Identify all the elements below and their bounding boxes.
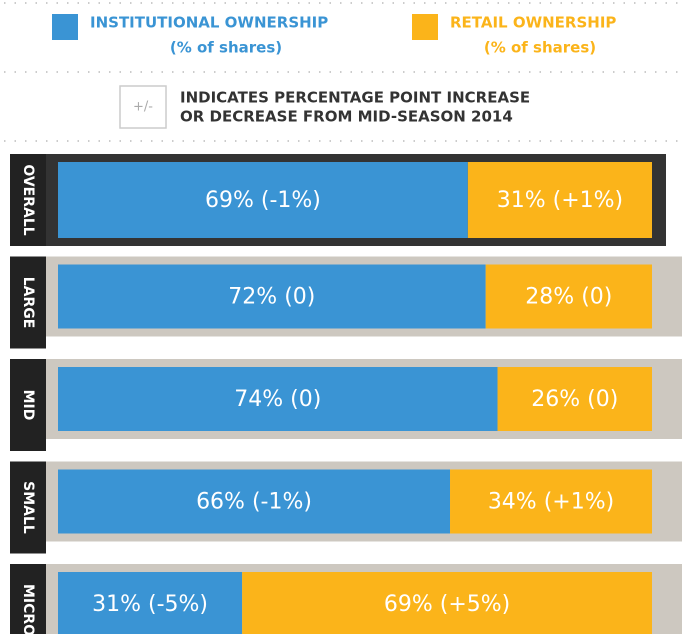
row-label: SMALL — [20, 481, 36, 534]
legend-label: RETAIL OWNERSHIP — [450, 14, 616, 32]
row-label: MICRO — [20, 584, 36, 634]
value-label: 28% (0) — [525, 285, 612, 310]
row-label-block — [10, 256, 46, 349]
note-text: INDICATES PERCENTAGE POINT INCREASE — [180, 89, 530, 107]
bar-segment — [485, 264, 652, 329]
legend-swatch — [52, 14, 78, 40]
note-symbol: +/- — [133, 100, 153, 115]
note-text: OR DECREASE FROM MID-SEASON 2014 — [180, 108, 513, 126]
value-label: 34% (+1%) — [488, 490, 614, 515]
value-label: 69% (-1%) — [205, 188, 321, 213]
row-label-block — [10, 154, 46, 246]
value-label: 74% (0) — [234, 387, 321, 412]
row-label-block — [10, 461, 46, 554]
row-label: MID — [20, 390, 36, 421]
value-label: 66% (-1%) — [196, 490, 312, 515]
legend-swatch — [412, 14, 438, 40]
bar-segment — [58, 572, 243, 634]
bar-segment — [242, 572, 652, 634]
bar-segment — [58, 264, 486, 329]
value-label: 72% (0) — [228, 285, 315, 310]
bar-segment — [497, 367, 652, 431]
legend-label: INSTITUTIONAL OWNERSHIP — [90, 14, 328, 32]
value-label: 31% (-5%) — [92, 592, 208, 617]
value-label: 31% (+1%) — [497, 188, 623, 213]
row-label: LARGE — [20, 277, 36, 329]
legend-subtitle: (% of shares) — [484, 39, 596, 57]
value-label: 26% (0) — [531, 387, 618, 412]
note-box — [119, 85, 167, 129]
bar-segment — [467, 162, 652, 238]
bar-segment — [58, 162, 468, 238]
value-label: 69% (+5%) — [384, 592, 510, 617]
bar-segment — [58, 469, 451, 534]
row-label-block — [10, 359, 46, 451]
bar-segment — [450, 469, 652, 534]
legend-subtitle: (% of shares) — [170, 39, 282, 57]
bar-segment — [58, 367, 498, 431]
row-label-block — [10, 564, 46, 634]
row-label: OVERALL — [20, 164, 36, 235]
